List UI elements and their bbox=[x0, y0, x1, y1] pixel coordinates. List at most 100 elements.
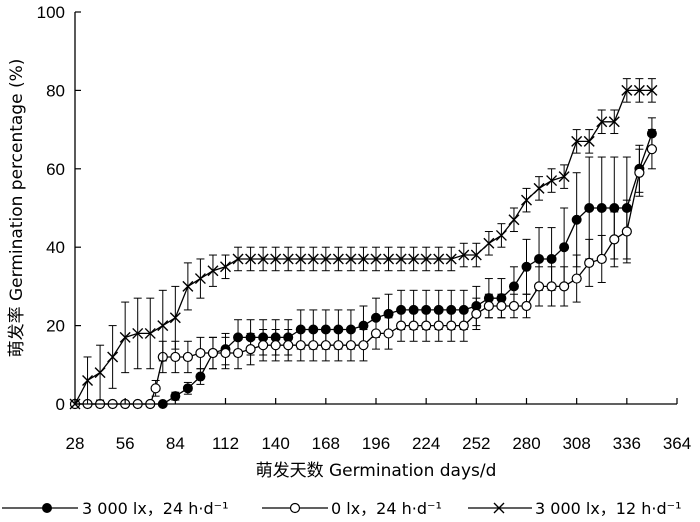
data-point bbox=[533, 281, 545, 292]
data-point bbox=[433, 253, 445, 265]
data-point bbox=[621, 84, 633, 96]
data-point bbox=[358, 320, 369, 331]
data-point bbox=[496, 300, 507, 312]
data-point bbox=[295, 340, 306, 351]
data-point bbox=[646, 84, 658, 96]
data-point bbox=[270, 253, 282, 265]
data-point bbox=[94, 367, 106, 379]
x-tick-label: 28 bbox=[66, 434, 85, 453]
data-point bbox=[169, 312, 181, 324]
series-open-circle bbox=[69, 129, 658, 410]
data-point bbox=[546, 281, 557, 292]
data-point bbox=[521, 261, 532, 272]
data-point bbox=[521, 194, 532, 206]
data-point bbox=[584, 257, 595, 268]
data-point bbox=[150, 383, 161, 394]
data-point bbox=[220, 261, 231, 273]
x-tick-label: 112 bbox=[212, 434, 239, 453]
data-point bbox=[421, 320, 432, 331]
data-point bbox=[182, 383, 193, 394]
data-point bbox=[107, 351, 119, 363]
axes: 28 56 84 112 140 168 196 224 252 280 308 336 364 0 20 4… bbox=[37, 3, 692, 453]
legend-item-filled-circle: 3 000 lx，24 h·d⁻¹ bbox=[2, 499, 229, 518]
data-point bbox=[521, 300, 532, 312]
data-point bbox=[508, 300, 520, 312]
data-point bbox=[446, 320, 457, 331]
x-tick-label: 224 bbox=[412, 434, 440, 453]
y-tick-label: 40 bbox=[46, 238, 65, 257]
data-point bbox=[571, 214, 582, 225]
data-point bbox=[533, 182, 545, 194]
x-tick-label: 364 bbox=[663, 434, 691, 453]
plot-area bbox=[69, 78, 658, 410]
data-point bbox=[558, 171, 570, 183]
data-point bbox=[307, 253, 319, 265]
data-point bbox=[621, 226, 632, 237]
data-point bbox=[483, 237, 495, 249]
data-point bbox=[195, 371, 206, 382]
data-point bbox=[408, 253, 420, 265]
data-point bbox=[332, 253, 344, 265]
data-point bbox=[144, 327, 156, 339]
data-point bbox=[495, 229, 507, 241]
data-point bbox=[508, 281, 519, 292]
legend-label: 3 000 lx，24 h·d⁻¹ bbox=[82, 499, 229, 518]
data-point bbox=[282, 253, 294, 265]
data-point bbox=[571, 135, 583, 147]
data-point bbox=[571, 273, 582, 284]
x-tick-label: 84 bbox=[166, 434, 185, 453]
data-point bbox=[433, 320, 444, 331]
data-point bbox=[157, 320, 169, 332]
data-point bbox=[119, 331, 131, 343]
data-point bbox=[132, 327, 144, 339]
data-point bbox=[483, 300, 494, 312]
data-point bbox=[270, 340, 281, 351]
data-point bbox=[559, 242, 570, 253]
data-point bbox=[383, 308, 394, 319]
y-tick-label: 20 bbox=[46, 317, 65, 336]
data-point bbox=[408, 320, 419, 331]
data-point bbox=[232, 347, 244, 359]
series-x bbox=[69, 78, 658, 410]
legend-item-x: 3 000 lx，12 h·d⁻¹ bbox=[468, 499, 682, 518]
x-tick-label: 280 bbox=[512, 434, 540, 453]
data-point bbox=[584, 203, 595, 213]
x-tick-label: 252 bbox=[462, 434, 490, 453]
data-point bbox=[546, 175, 558, 187]
data-point bbox=[596, 253, 607, 265]
data-point bbox=[245, 253, 257, 265]
x-marker-icon bbox=[493, 502, 505, 514]
data-point bbox=[596, 116, 608, 128]
data-point bbox=[370, 253, 382, 265]
data-point bbox=[383, 328, 394, 339]
data-point bbox=[182, 280, 194, 292]
x-tick-label: 140 bbox=[261, 434, 289, 453]
x-tick-label: 168 bbox=[312, 434, 340, 453]
legend-label: 3 000 lx，12 h·d⁻¹ bbox=[535, 499, 682, 518]
y-tick-label: 80 bbox=[46, 81, 65, 100]
x-tick-label: 56 bbox=[116, 434, 135, 453]
filled-circle-marker-icon bbox=[42, 503, 52, 513]
data-point bbox=[358, 340, 369, 351]
data-point bbox=[559, 281, 570, 292]
data-point bbox=[471, 308, 482, 319]
data-point bbox=[207, 347, 219, 359]
data-point bbox=[609, 203, 620, 213]
data-point bbox=[395, 320, 407, 331]
data-point bbox=[320, 340, 331, 351]
x-tick-label: 336 bbox=[613, 434, 641, 453]
data-point bbox=[320, 253, 332, 265]
data-point bbox=[508, 214, 520, 226]
y-tick-label: 100 bbox=[37, 3, 65, 22]
data-point bbox=[470, 249, 482, 261]
y-tick-label: 60 bbox=[46, 160, 65, 179]
data-point bbox=[370, 328, 382, 339]
data-point bbox=[257, 253, 269, 265]
data-point bbox=[596, 203, 607, 213]
data-point bbox=[445, 253, 457, 265]
x-tick-label: 308 bbox=[562, 434, 590, 453]
data-point bbox=[345, 253, 357, 265]
legend-label: 0 lx，24 h·d⁻¹ bbox=[331, 499, 442, 518]
data-point bbox=[383, 253, 395, 265]
data-point bbox=[609, 234, 620, 245]
